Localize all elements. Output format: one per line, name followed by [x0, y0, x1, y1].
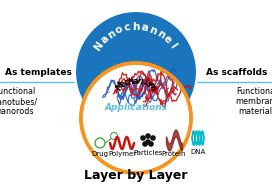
Circle shape	[150, 135, 156, 141]
Text: nanotubes/: nanotubes/	[0, 98, 38, 106]
Text: h: h	[127, 76, 135, 87]
Text: As templates: As templates	[5, 68, 72, 77]
Text: Functional: Functional	[0, 88, 36, 97]
Circle shape	[107, 92, 113, 99]
Text: n: n	[137, 76, 145, 87]
Text: materials: materials	[238, 108, 272, 116]
Text: c: c	[123, 22, 131, 33]
Text: a: a	[99, 33, 111, 46]
Circle shape	[140, 135, 146, 141]
Text: Protein: Protein	[162, 151, 186, 157]
Text: l: l	[168, 42, 178, 50]
Text: Functional: Functional	[236, 88, 272, 97]
Text: e: e	[118, 79, 128, 89]
Text: a: a	[133, 77, 139, 86]
Text: o: o	[114, 24, 124, 36]
Text: M: M	[115, 80, 126, 92]
Text: e: e	[161, 33, 173, 46]
Text: a: a	[140, 22, 149, 33]
Ellipse shape	[92, 71, 180, 121]
Text: n: n	[148, 24, 158, 36]
Circle shape	[142, 141, 148, 147]
Text: Particles: Particles	[133, 150, 163, 156]
Text: membrane: membrane	[235, 98, 272, 106]
Text: m: m	[146, 80, 158, 92]
Text: h: h	[132, 22, 140, 32]
Text: As scaffolds: As scaffolds	[206, 68, 267, 77]
Text: s: s	[144, 79, 154, 89]
Circle shape	[75, 11, 197, 133]
Text: N: N	[92, 40, 106, 53]
Text: nanorods: nanorods	[0, 108, 34, 116]
Text: c: c	[123, 77, 131, 88]
Circle shape	[159, 92, 165, 99]
Text: DNA: DNA	[190, 149, 206, 155]
Circle shape	[148, 141, 154, 147]
Text: i: i	[141, 78, 149, 87]
Circle shape	[81, 63, 191, 173]
Circle shape	[145, 139, 151, 145]
Circle shape	[145, 133, 151, 139]
Text: n: n	[106, 28, 117, 40]
Text: Applications: Applications	[104, 104, 168, 112]
Text: Polymer: Polymer	[108, 151, 136, 157]
Text: Layer by Layer: Layer by Layer	[84, 170, 188, 183]
Text: Drug: Drug	[91, 151, 109, 157]
Text: n: n	[155, 28, 166, 40]
